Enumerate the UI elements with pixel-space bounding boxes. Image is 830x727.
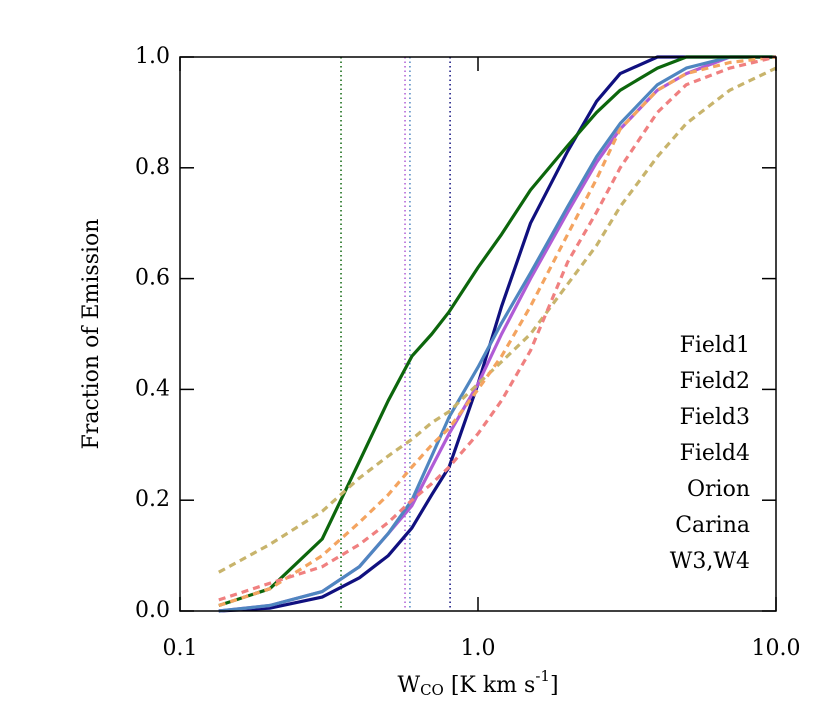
legend-label: W3,W4 xyxy=(670,549,750,574)
y-tick-label: 0.8 xyxy=(135,155,170,180)
series-line xyxy=(218,55,777,608)
series-line xyxy=(218,55,777,602)
series-line xyxy=(218,55,776,613)
x-tick-label: 1.0 xyxy=(461,636,496,661)
legend-label: Field4 xyxy=(680,441,750,466)
x-tick-label: 10.0 xyxy=(752,636,801,661)
y-tick-label: 0.6 xyxy=(135,266,170,291)
legend-label: Field2 xyxy=(680,369,750,394)
y-axis-label: Fraction of Emission xyxy=(79,219,104,450)
y-tick-label: 0.0 xyxy=(135,598,170,623)
y-tick-label: 0.4 xyxy=(135,376,170,401)
legend-label: Carina xyxy=(675,513,750,538)
x-label-close: ] xyxy=(550,673,559,698)
x-tick-label: 0.1 xyxy=(163,636,198,661)
x-label-sub: CO xyxy=(420,681,444,699)
legend-label: Orion xyxy=(687,477,750,502)
y-tick-label: 0.2 xyxy=(135,487,170,512)
legend-label: Field1 xyxy=(680,333,750,358)
y-tick-label: 1.0 xyxy=(135,44,170,69)
x-label-unit: [K km s xyxy=(444,673,535,698)
x-label-sup: -1 xyxy=(535,667,550,685)
series-line xyxy=(218,55,776,608)
x-axis-label: WCO [K km s-1] xyxy=(397,667,558,699)
x-label-main: W xyxy=(397,673,420,698)
legend-label: Field3 xyxy=(680,405,750,430)
